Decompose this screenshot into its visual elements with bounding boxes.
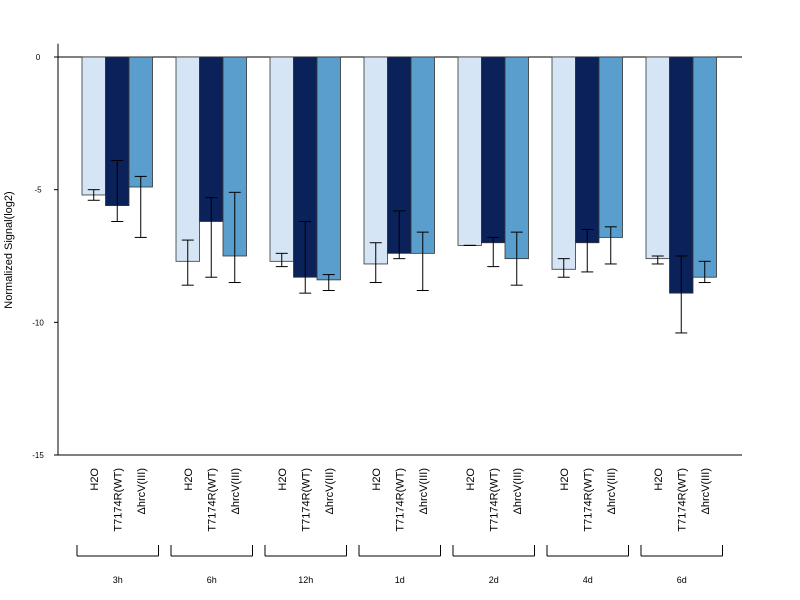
category-label: H2O: [465, 468, 477, 491]
bar: [316, 56, 341, 281]
bar: [199, 56, 224, 222]
category-label: T7174R(WT): [394, 468, 406, 532]
category-label: ΔhrcV(III): [700, 468, 712, 514]
bar: [269, 56, 294, 262]
category-label: H2O: [559, 468, 571, 491]
y-tick-label: -5: [34, 186, 42, 195]
category-label: ΔhrcV(III): [418, 468, 430, 514]
category-label: ΔhrcV(III): [606, 468, 618, 514]
category-label: ΔhrcV(III): [136, 468, 148, 514]
category-label: ΔhrcV(III): [512, 468, 524, 514]
bar: [575, 56, 600, 244]
bar: [551, 56, 576, 270]
bar: [692, 56, 717, 278]
category-label: T7174R(WT): [488, 468, 500, 532]
y-axis-label: Normalized Signal(log2): [3, 191, 15, 308]
category-label: T7174R(WT): [206, 468, 218, 532]
bar: [504, 56, 529, 260]
bar: [363, 56, 388, 265]
bar: [645, 56, 670, 260]
category-label: T7174R(WT): [676, 468, 688, 532]
category-label: H2O: [277, 468, 289, 491]
category-label: ΔhrcV(III): [230, 468, 242, 514]
plot-area: 0 -5 -10 -15 H2O T7174R(WT) ΔhrcV(III) 3h H2O T71…: [32, 43, 742, 585]
group-label: 6h: [207, 575, 217, 585]
group-label: 6d: [677, 575, 687, 585]
category-label: T7174R(WT): [112, 468, 124, 532]
group-label: 2d: [489, 575, 499, 585]
category-label: H2O: [653, 468, 665, 491]
category-label: H2O: [371, 468, 383, 491]
category-label: T7174R(WT): [300, 468, 312, 532]
bar: [81, 56, 106, 196]
group-label: 12h: [298, 575, 313, 585]
group-label: 3h: [113, 575, 123, 585]
bar: [481, 56, 506, 244]
category-label: H2O: [183, 468, 195, 491]
bar: [128, 56, 153, 188]
bar: [457, 56, 482, 246]
bar: [598, 56, 623, 238]
group-label: 4d: [583, 575, 593, 585]
category-label: ΔhrcV(III): [324, 468, 336, 514]
category-label: T7174R(WT): [582, 468, 594, 532]
y-tick-label: -10: [32, 318, 44, 327]
category-label: H2O: [89, 468, 101, 491]
group-label: 1d: [395, 575, 405, 585]
bar: [175, 56, 200, 262]
y-tick-label: 0: [36, 53, 41, 62]
bar: [410, 56, 435, 254]
y-tick-label: -15: [32, 451, 44, 460]
